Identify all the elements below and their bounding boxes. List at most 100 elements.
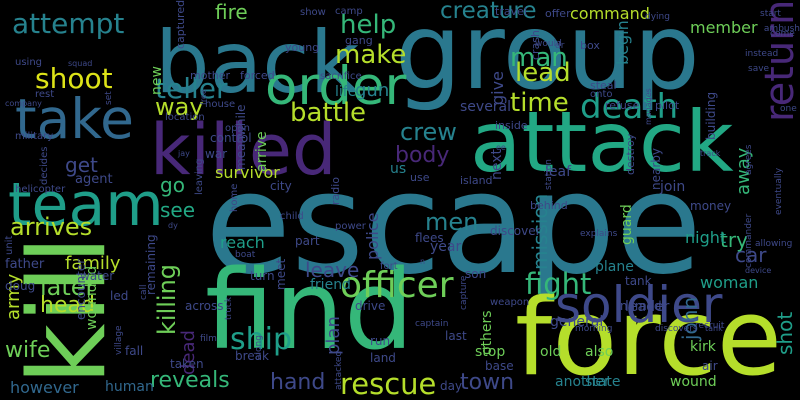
cloud-word: unit xyxy=(4,235,15,255)
cloud-word: arrive xyxy=(254,131,270,172)
cloud-word: reach xyxy=(220,233,265,252)
cloud-word: man xyxy=(510,43,568,73)
cloud-word: go xyxy=(160,173,185,197)
cloud-word: escape xyxy=(205,143,702,306)
cloud-word: squad xyxy=(68,59,93,68)
cloud-word: discover xyxy=(490,224,541,238)
cloud-word: body xyxy=(395,143,450,168)
cloud-word: dr xyxy=(555,41,565,51)
cloud-word: get xyxy=(65,153,98,177)
cloud-word: money xyxy=(690,199,732,213)
cloud-word: offer xyxy=(545,7,571,20)
cloud-word: set xyxy=(104,91,114,105)
cloud-word: car xyxy=(735,243,767,267)
cloud-word: young xyxy=(285,41,320,54)
cloud-word: drive xyxy=(355,299,386,313)
cloud-word: using xyxy=(15,57,43,68)
cloud-word: steal xyxy=(590,79,617,92)
cloud-word: town xyxy=(460,370,515,395)
cloud-word: film xyxy=(200,334,217,344)
cloud-word: gun xyxy=(355,80,390,101)
cloud-word: village xyxy=(114,325,124,355)
cloud-word: last xyxy=(445,329,467,343)
cloud-word: save xyxy=(748,64,770,74)
cloud-word: ambush xyxy=(763,24,800,34)
cloud-word: team xyxy=(8,170,164,240)
cloud-word: manages xyxy=(644,88,653,125)
cloud-word: rescue xyxy=(340,367,437,400)
cloud-word: new xyxy=(149,66,165,95)
cloud-word: base xyxy=(485,359,514,373)
cloud-word: guard xyxy=(619,204,635,245)
cloud-word: agent xyxy=(75,172,113,187)
cloud-word: land xyxy=(370,351,396,365)
cloud-word: agrees xyxy=(744,144,754,176)
cloud-word: meanwhile xyxy=(234,104,248,170)
cloud-word: allowing xyxy=(755,239,793,249)
cloud-word: pilot xyxy=(655,99,680,112)
cloud-word: later xyxy=(40,273,96,301)
cloud-word: help xyxy=(340,10,397,40)
cloud-word: doug xyxy=(5,279,36,293)
cloud-word: dying xyxy=(645,12,670,22)
cloud-word: home xyxy=(229,183,240,212)
cloud-word: family xyxy=(65,253,121,274)
cloud-word: general xyxy=(550,314,604,330)
cloud-word: recruit xyxy=(695,321,725,331)
cloud-word: turn xyxy=(250,269,275,283)
cloud-word: control xyxy=(210,131,252,145)
cloud-word: also xyxy=(585,344,614,360)
cloud-word: encounter xyxy=(74,258,88,320)
cloud-word: killing xyxy=(153,263,181,335)
cloud-word: mother xyxy=(190,69,231,82)
cloud-word: order xyxy=(265,56,407,117)
cloud-word: start xyxy=(760,9,781,19)
cloud-word: box xyxy=(580,39,600,52)
cloud-word: life xyxy=(335,84,357,100)
cloud-word: plane xyxy=(595,259,634,275)
cloud-word: travel xyxy=(495,5,527,18)
cloud-word: creature xyxy=(440,0,537,24)
cloud-word: night xyxy=(685,228,727,247)
cloud-word: wife xyxy=(5,338,51,363)
cloud-word: year xyxy=(430,239,462,255)
cloud-word: member xyxy=(690,18,758,37)
cloud-word: would xyxy=(535,39,562,49)
cloud-word: dy xyxy=(168,221,178,230)
cloud-word: old xyxy=(540,344,562,360)
cloud-word: forced xyxy=(240,69,275,82)
cloud-word: try xyxy=(720,228,748,252)
cloud-word: device xyxy=(745,266,772,275)
cloud-word: capture xyxy=(459,275,469,310)
cloud-word: weapon xyxy=(490,297,530,308)
cloud-word: reveals xyxy=(150,368,230,393)
cloud-word: power xyxy=(335,221,366,232)
cloud-word: another xyxy=(555,374,610,390)
cloud-word: flees xyxy=(415,231,444,245)
cloud-word: building xyxy=(704,91,718,140)
cloud-word: refuse xyxy=(605,99,640,112)
cloud-word: military xyxy=(15,131,54,142)
cloud-word: see xyxy=(160,198,196,222)
cloud-word: across xyxy=(185,299,224,313)
cloud-word: hand xyxy=(270,370,326,395)
cloud-word: instead xyxy=(745,49,779,59)
cloud-word: arrives xyxy=(10,213,93,241)
cloud-word: boat xyxy=(235,250,256,260)
cloud-word: house xyxy=(205,99,236,110)
cloud-word: open xyxy=(225,123,250,134)
cloud-word: make xyxy=(335,40,407,70)
cloud-word: use xyxy=(410,171,430,184)
cloud-word: meet xyxy=(274,258,288,290)
cloud-word: fall xyxy=(125,344,144,358)
cloud-word: take xyxy=(15,87,134,151)
cloud-word: fire xyxy=(215,0,248,24)
cloud-word: decides xyxy=(39,146,50,186)
cloud-word: location xyxy=(165,112,205,123)
cloud-word: soldier xyxy=(555,276,723,334)
cloud-word: fight xyxy=(525,267,592,301)
cloud-word: stop xyxy=(475,344,506,360)
cloud-word: air xyxy=(702,359,718,373)
cloud-word: behind xyxy=(530,199,568,212)
cloud-word: back xyxy=(155,13,360,113)
